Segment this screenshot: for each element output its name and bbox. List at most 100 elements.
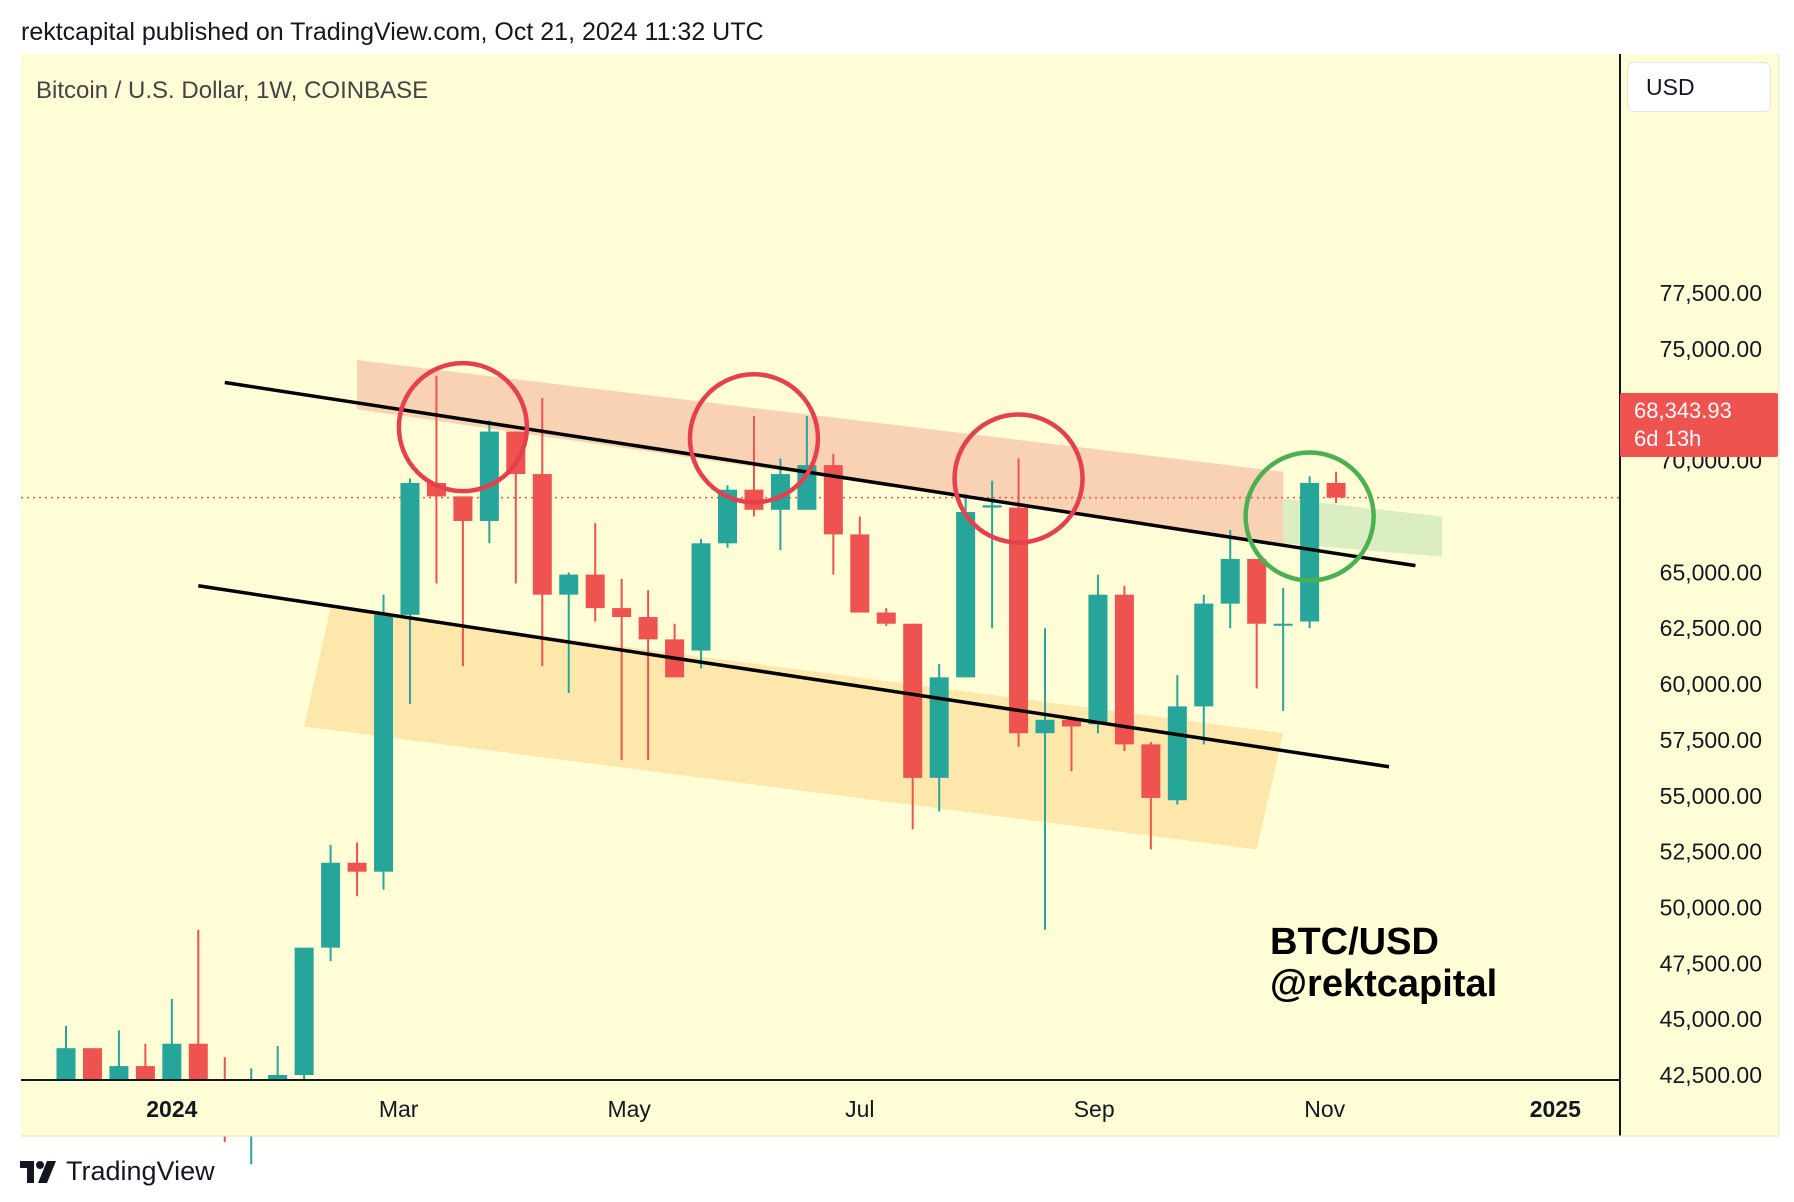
price-axis-background — [1621, 54, 1778, 1136]
candle — [56, 1025, 76, 1087]
price-ticks: 42,500.00 45,000.00 47,500.00 50,000.00 52,5… — [1660, 280, 1762, 1088]
price-tick-label: 42,500.00 — [1660, 1062, 1762, 1088]
candle — [1061, 717, 1081, 772]
price-tick-label: 45,000.00 — [1660, 1006, 1762, 1032]
price-tick-label: 75,000.00 — [1660, 336, 1762, 362]
candle-body — [876, 612, 896, 624]
last-price-label — [1620, 393, 1778, 457]
candle-body — [453, 496, 473, 521]
red-circle-marker[interactable] — [396, 360, 530, 494]
bar-countdown: 6d 13h — [1634, 426, 1701, 451]
candle — [982, 480, 1002, 629]
candle — [691, 538, 711, 669]
candle — [321, 844, 341, 962]
price-tick-label: 65,000.00 — [1660, 559, 1762, 585]
candle — [453, 496, 473, 667]
zones-layer — [304, 360, 1442, 850]
price-tick-label: 62,500.00 — [1660, 615, 1762, 641]
candles-layer — [56, 375, 1346, 1165]
candle-body — [56, 1048, 76, 1082]
candle-body — [1088, 594, 1108, 725]
candle-body — [479, 431, 499, 521]
candle — [956, 494, 976, 678]
symbol-title: Bitcoin / U.S. Dollar, 1W, COINBASE — [36, 77, 428, 104]
time-tick-label: Nov — [1304, 1096, 1345, 1122]
candle — [929, 663, 949, 812]
candle-body — [1035, 719, 1055, 734]
candle — [1273, 587, 1293, 711]
candle-body — [400, 482, 420, 615]
candle-body — [135, 1066, 155, 1080]
candle-body — [1220, 558, 1240, 604]
candle — [1009, 458, 1029, 747]
candle — [744, 415, 764, 517]
candle — [1194, 594, 1214, 745]
candle-body — [585, 574, 605, 609]
breakout-zone — [1283, 498, 1442, 557]
price-tick-label: 52,500.00 — [1660, 839, 1762, 865]
last-price-value: 68,343.93 — [1634, 398, 1732, 423]
candle-body — [506, 431, 526, 475]
candle-body — [294, 947, 314, 1075]
candle-body — [1247, 558, 1267, 624]
time-tick-label: Mar — [379, 1096, 419, 1122]
candle — [479, 420, 499, 544]
candle — [1088, 574, 1108, 734]
time-axis-background — [21, 1080, 1619, 1136]
candle-body — [797, 465, 817, 510]
price-tick-label: 55,000.00 — [1660, 783, 1762, 809]
candle-body — [850, 534, 870, 613]
lower-channel-line[interactable] — [198, 584, 1390, 769]
candle — [1326, 471, 1346, 504]
candle — [823, 453, 843, 575]
price-tick-label: 60,000.00 — [1660, 671, 1762, 697]
candle — [1167, 675, 1187, 805]
candle-body — [744, 489, 764, 510]
price-tick-label: 77,500.00 — [1660, 280, 1762, 306]
red-circle-marker[interactable] — [952, 412, 1085, 545]
candle-body — [903, 623, 923, 778]
candle-body — [532, 474, 552, 595]
candle — [506, 431, 526, 584]
tradingview-logo[interactable]: TradingView — [20, 1156, 215, 1187]
candle — [1114, 585, 1134, 752]
candle-body — [268, 1075, 288, 1082]
candle — [188, 929, 208, 1098]
channel-lines-layer — [198, 380, 1416, 769]
candle-body — [162, 1043, 182, 1082]
candle — [585, 523, 605, 622]
candle — [294, 947, 314, 1080]
candle-body — [347, 862, 367, 872]
candle-body — [638, 617, 658, 640]
candle-body — [982, 505, 1002, 508]
chart-background — [21, 54, 1620, 1136]
candle-body — [956, 512, 976, 678]
candle — [400, 478, 420, 705]
green-circle-marker[interactable] — [1243, 450, 1376, 583]
candle — [1247, 558, 1267, 689]
candle — [559, 572, 579, 693]
candle-body — [612, 608, 632, 618]
support-zone — [304, 608, 1284, 850]
candle-body — [718, 489, 737, 544]
resistance-zone — [357, 360, 1284, 544]
currency-button[interactable]: USD — [1628, 63, 1770, 111]
candle — [612, 579, 632, 761]
time-ticks: 2024 Mar May Jul Sep Nov 2025 — [146, 1096, 1581, 1122]
red-circle-marker[interactable] — [687, 372, 821, 505]
candle-body — [559, 574, 579, 595]
candle-body — [1167, 706, 1187, 801]
candle-body — [1300, 482, 1320, 622]
publisher-line: rektcapital published on TradingView.com… — [21, 18, 764, 46]
candle-body — [1114, 594, 1134, 745]
price-tick-label: 57,500.00 — [1660, 727, 1762, 753]
candle — [374, 594, 394, 890]
time-tick-label: Jul — [845, 1096, 874, 1122]
candle-body — [1326, 482, 1346, 498]
brand-name: TradingView — [66, 1156, 215, 1186]
candle-body — [374, 614, 394, 872]
candle-body — [109, 1066, 129, 1082]
tradingview-icon — [20, 1160, 56, 1183]
upper-channel-line[interactable] — [224, 380, 1416, 568]
